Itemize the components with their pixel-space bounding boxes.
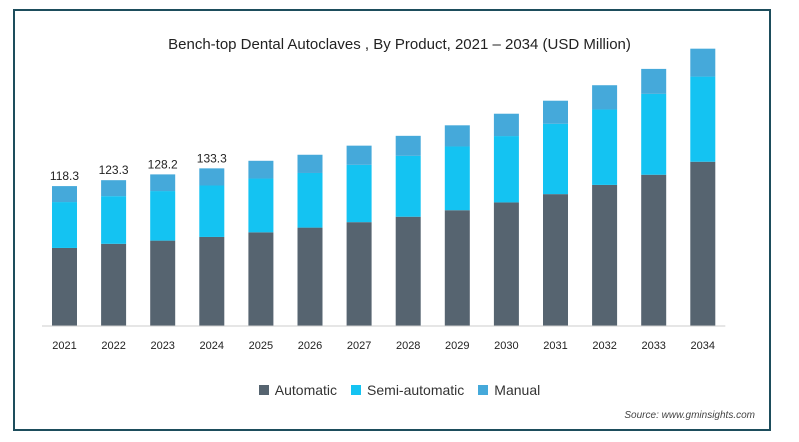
data-label-2024: 133.3 (197, 151, 227, 165)
x-tick-2022: 2022 (101, 340, 125, 352)
bar-automatic-2033 (641, 174, 667, 326)
legend-label-automatic: Automatic (274, 382, 338, 398)
bar-automatic-2030 (493, 202, 519, 326)
bar-semi-automatic-2028 (395, 155, 421, 217)
bar-manual-2029 (444, 125, 470, 147)
x-tick-2034: 2034 (691, 340, 715, 352)
legend-swatch-automatic (258, 385, 269, 395)
x-tick-2033: 2033 (641, 340, 665, 352)
data-label-2022: 123.3 (99, 163, 129, 177)
bar-manual-2027 (346, 145, 372, 165)
x-tick-2029: 2029 (445, 340, 469, 352)
bar-automatic-2031 (543, 194, 568, 326)
bar-automatic-2022 (101, 243, 127, 326)
bar-manual-2026 (297, 154, 323, 173)
bar-automatic-2024 (199, 236, 225, 326)
data-labels-group: 118.3 123.3 128.2 133.3 (50, 151, 227, 183)
bar-automatic-2029 (444, 210, 470, 326)
bar-manual-2025 (248, 160, 274, 179)
bar-semi-automatic-2033 (641, 93, 667, 175)
data-label-2023: 128.2 (148, 157, 178, 171)
bar-automatic-2027 (346, 222, 372, 326)
bar-semi-automatic-2032 (592, 109, 618, 185)
bars-group (52, 48, 716, 326)
legend-item-manual: Manual (478, 382, 540, 398)
x-tick-2021: 2021 (52, 340, 76, 352)
bar-manual-2033 (641, 68, 667, 94)
bar-semi-automatic-2027 (346, 164, 372, 223)
x-tick-2028: 2028 (396, 340, 420, 352)
bar-semi-automatic-2022 (101, 196, 127, 244)
bar-automatic-2032 (592, 184, 618, 326)
bar-automatic-2021 (52, 247, 77, 326)
x-tick-labels: 2021 2022 2023 2024 2025 2026 2027 2028 2029 2030… (52, 340, 715, 352)
bar-semi-automatic-2030 (493, 136, 519, 203)
bar-automatic-2034 (690, 161, 716, 326)
bar-automatic-2023 (150, 240, 176, 326)
bar-semi-automatic-2029 (444, 146, 470, 211)
bar-manual-2022 (101, 180, 127, 197)
bar-automatic-2028 (395, 216, 421, 326)
bar-manual-2034 (690, 48, 716, 77)
bar-semi-automatic-2026 (297, 172, 323, 228)
bar-manual-2030 (493, 113, 519, 137)
x-tick-2023: 2023 (150, 340, 174, 352)
legend-item-automatic: Automatic (258, 382, 338, 398)
x-tick-2032: 2032 (592, 340, 616, 352)
x-tick-2031: 2031 (543, 340, 567, 352)
bar-semi-automatic-2034 (690, 76, 716, 162)
bar-semi-automatic-2021 (52, 202, 77, 248)
bar-manual-2024 (199, 168, 225, 186)
bar-manual-2023 (150, 174, 176, 192)
bar-manual-2031 (543, 100, 568, 124)
x-tick-2026: 2026 (298, 340, 322, 352)
data-label-2021: 118.3 (50, 169, 79, 183)
bar-automatic-2025 (248, 232, 274, 326)
x-tick-2024: 2024 (200, 340, 224, 352)
legend-label-manual: Manual (494, 382, 541, 398)
x-tick-2025: 2025 (249, 340, 273, 352)
bar-manual-2021 (52, 186, 77, 203)
legend-swatch-semi-automatic (351, 385, 362, 395)
source-note: Source: www.gminsights.com (624, 410, 755, 421)
x-tick-2027: 2027 (347, 340, 371, 352)
legend: Automatic Semi-automatic Manual (0, 382, 799, 398)
bar-semi-automatic-2031 (543, 123, 568, 195)
chart-title: Bench-top Dental Autoclaves , By Product… (168, 36, 631, 53)
bar-semi-automatic-2024 (199, 185, 225, 237)
bar-manual-2028 (395, 135, 421, 156)
legend-swatch-manual (478, 385, 489, 395)
bar-automatic-2026 (297, 227, 323, 326)
bar-semi-automatic-2025 (248, 178, 274, 233)
legend-label-semi-automatic: Semi-automatic (367, 382, 465, 398)
legend-item-semi-automatic: Semi-automatic (351, 382, 464, 398)
bar-manual-2032 (592, 85, 618, 110)
bar-semi-automatic-2023 (150, 191, 176, 241)
x-tick-2030: 2030 (494, 340, 518, 352)
